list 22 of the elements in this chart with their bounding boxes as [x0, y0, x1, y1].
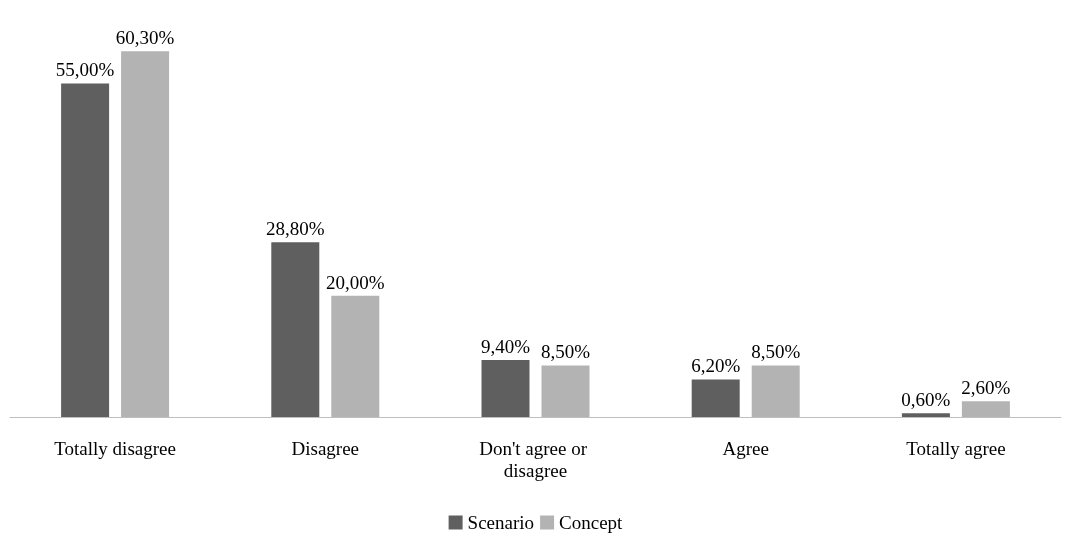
- data-label: 9,40%: [480, 335, 531, 357]
- data-label: 28,80%: [266, 218, 325, 240]
- x-tick-label: Disagree: [291, 437, 360, 459]
- x-tick-label: Totally agree: [906, 437, 1006, 459]
- data-label: 55,00%: [55, 59, 115, 81]
- legend-label: Concept: [559, 512, 624, 533]
- bar: [61, 83, 110, 417]
- data-label: 20,00%: [326, 271, 385, 293]
- bar: [271, 242, 320, 417]
- legend-label: Scenario: [467, 512, 535, 533]
- x-tick-label: Totally disagree: [54, 437, 176, 459]
- data-label: 8,50%: [751, 341, 801, 363]
- bar: [481, 359, 530, 417]
- x-tick-label: Agree: [722, 437, 769, 459]
- bar: [691, 379, 740, 417]
- data-label: 0,60%: [901, 389, 951, 411]
- data-label: 60,30%: [115, 27, 175, 49]
- x-tick-label: Don't agree or disagree: [479, 437, 592, 481]
- data-label: 2,60%: [961, 377, 1011, 399]
- data-label: 6,20%: [691, 355, 741, 377]
- data-label: 8,50%: [540, 341, 591, 363]
- bar: [901, 413, 950, 417]
